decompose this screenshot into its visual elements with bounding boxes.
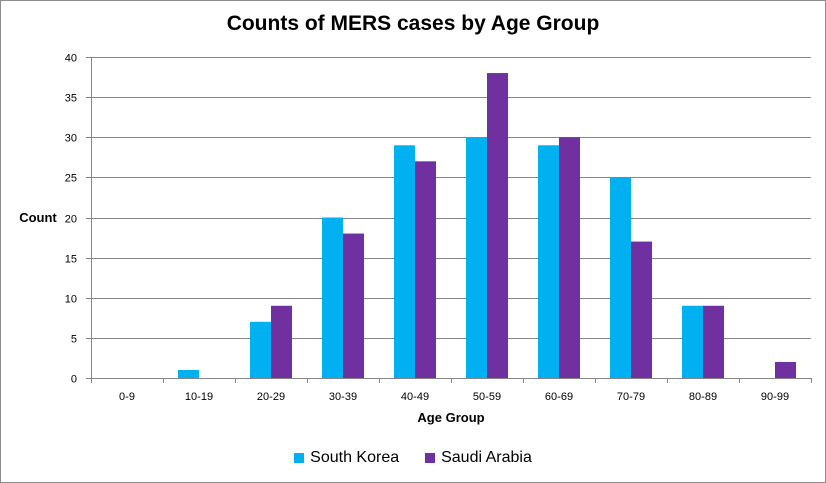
bars (178, 73, 796, 379)
chart-title: Counts of MERS cases by Age Group (226, 12, 600, 35)
legend: South Korea Saudi Arabia (0, 449, 826, 467)
bar-saudi-arabia-40-49 (415, 161, 436, 378)
legend-label-saudi-arabia: Saudi Arabia (441, 449, 532, 466)
y-tick-label-30: 30 (65, 133, 77, 145)
bar-south-korea-10-19 (178, 369, 199, 378)
x-tick-label-10-19: 10-19 (185, 391, 213, 403)
bar-south-korea-60-69 (538, 145, 559, 378)
tick-labels: 0 5 10 15 20 25 30 35 40 0-9 10-19 20-29 30-39 40-49 5… (65, 53, 789, 404)
y-tick-label-25: 25 (65, 173, 77, 185)
bar-south-korea-80-89 (682, 305, 703, 378)
x-tick-label-40-49: 40-49 (401, 391, 429, 403)
y-axis-title: Count (19, 210, 57, 225)
x-tick-label-30-39: 30-39 (329, 391, 357, 403)
bar-saudi-arabia-80-89 (703, 305, 724, 378)
y-tick-label-10: 10 (65, 294, 77, 306)
legend-swatch-south-korea (294, 453, 305, 463)
y-tick-label-20: 20 (65, 214, 77, 226)
bar-saudi-arabia-70-79 (631, 241, 652, 378)
x-tick-label-20-29: 20-29 (257, 391, 285, 403)
x-tick-label-0-9: 0-9 (119, 391, 135, 403)
x-tick-label-60-69: 60-69 (545, 391, 573, 403)
x-axis-title: Age Group (417, 410, 484, 425)
x-tick-label-70-79: 70-79 (617, 391, 645, 403)
y-tick-label-35: 35 (65, 93, 77, 105)
bar-south-korea-50-59 (466, 137, 487, 378)
bar-saudi-arabia-20-29 (271, 305, 292, 378)
y-tick-label-40: 40 (65, 53, 77, 65)
x-tick-label-50-59: 50-59 (473, 391, 501, 403)
bar-south-korea-70-79 (610, 177, 631, 378)
bar-saudi-arabia-30-39 (343, 233, 364, 378)
bar-south-korea-30-39 (322, 217, 343, 378)
legend-label-south-korea: South Korea (310, 449, 400, 466)
gridlines (91, 57, 811, 339)
y-tick-label-15: 15 (65, 254, 77, 266)
y-tick-label-5: 5 (71, 334, 77, 346)
y-tick-label-0: 0 (71, 374, 77, 386)
bar-saudi-arabia-60-69 (559, 137, 580, 378)
legend-item-saudi-arabia: Saudi Arabia (425, 449, 532, 467)
bar-saudi-arabia-90-99 (775, 361, 796, 378)
x-tick-label-80-89: 80-89 (689, 391, 717, 403)
bar-saudi-arabia-50-59 (487, 73, 508, 379)
axes (86, 57, 812, 383)
legend-item-south-korea: South Korea (294, 449, 399, 467)
bar-south-korea-20-29 (250, 321, 271, 378)
bar-south-korea-40-49 (394, 145, 415, 378)
x-tick-label-90-99: 90-99 (761, 391, 789, 403)
legend-swatch-saudi-arabia (425, 453, 436, 463)
